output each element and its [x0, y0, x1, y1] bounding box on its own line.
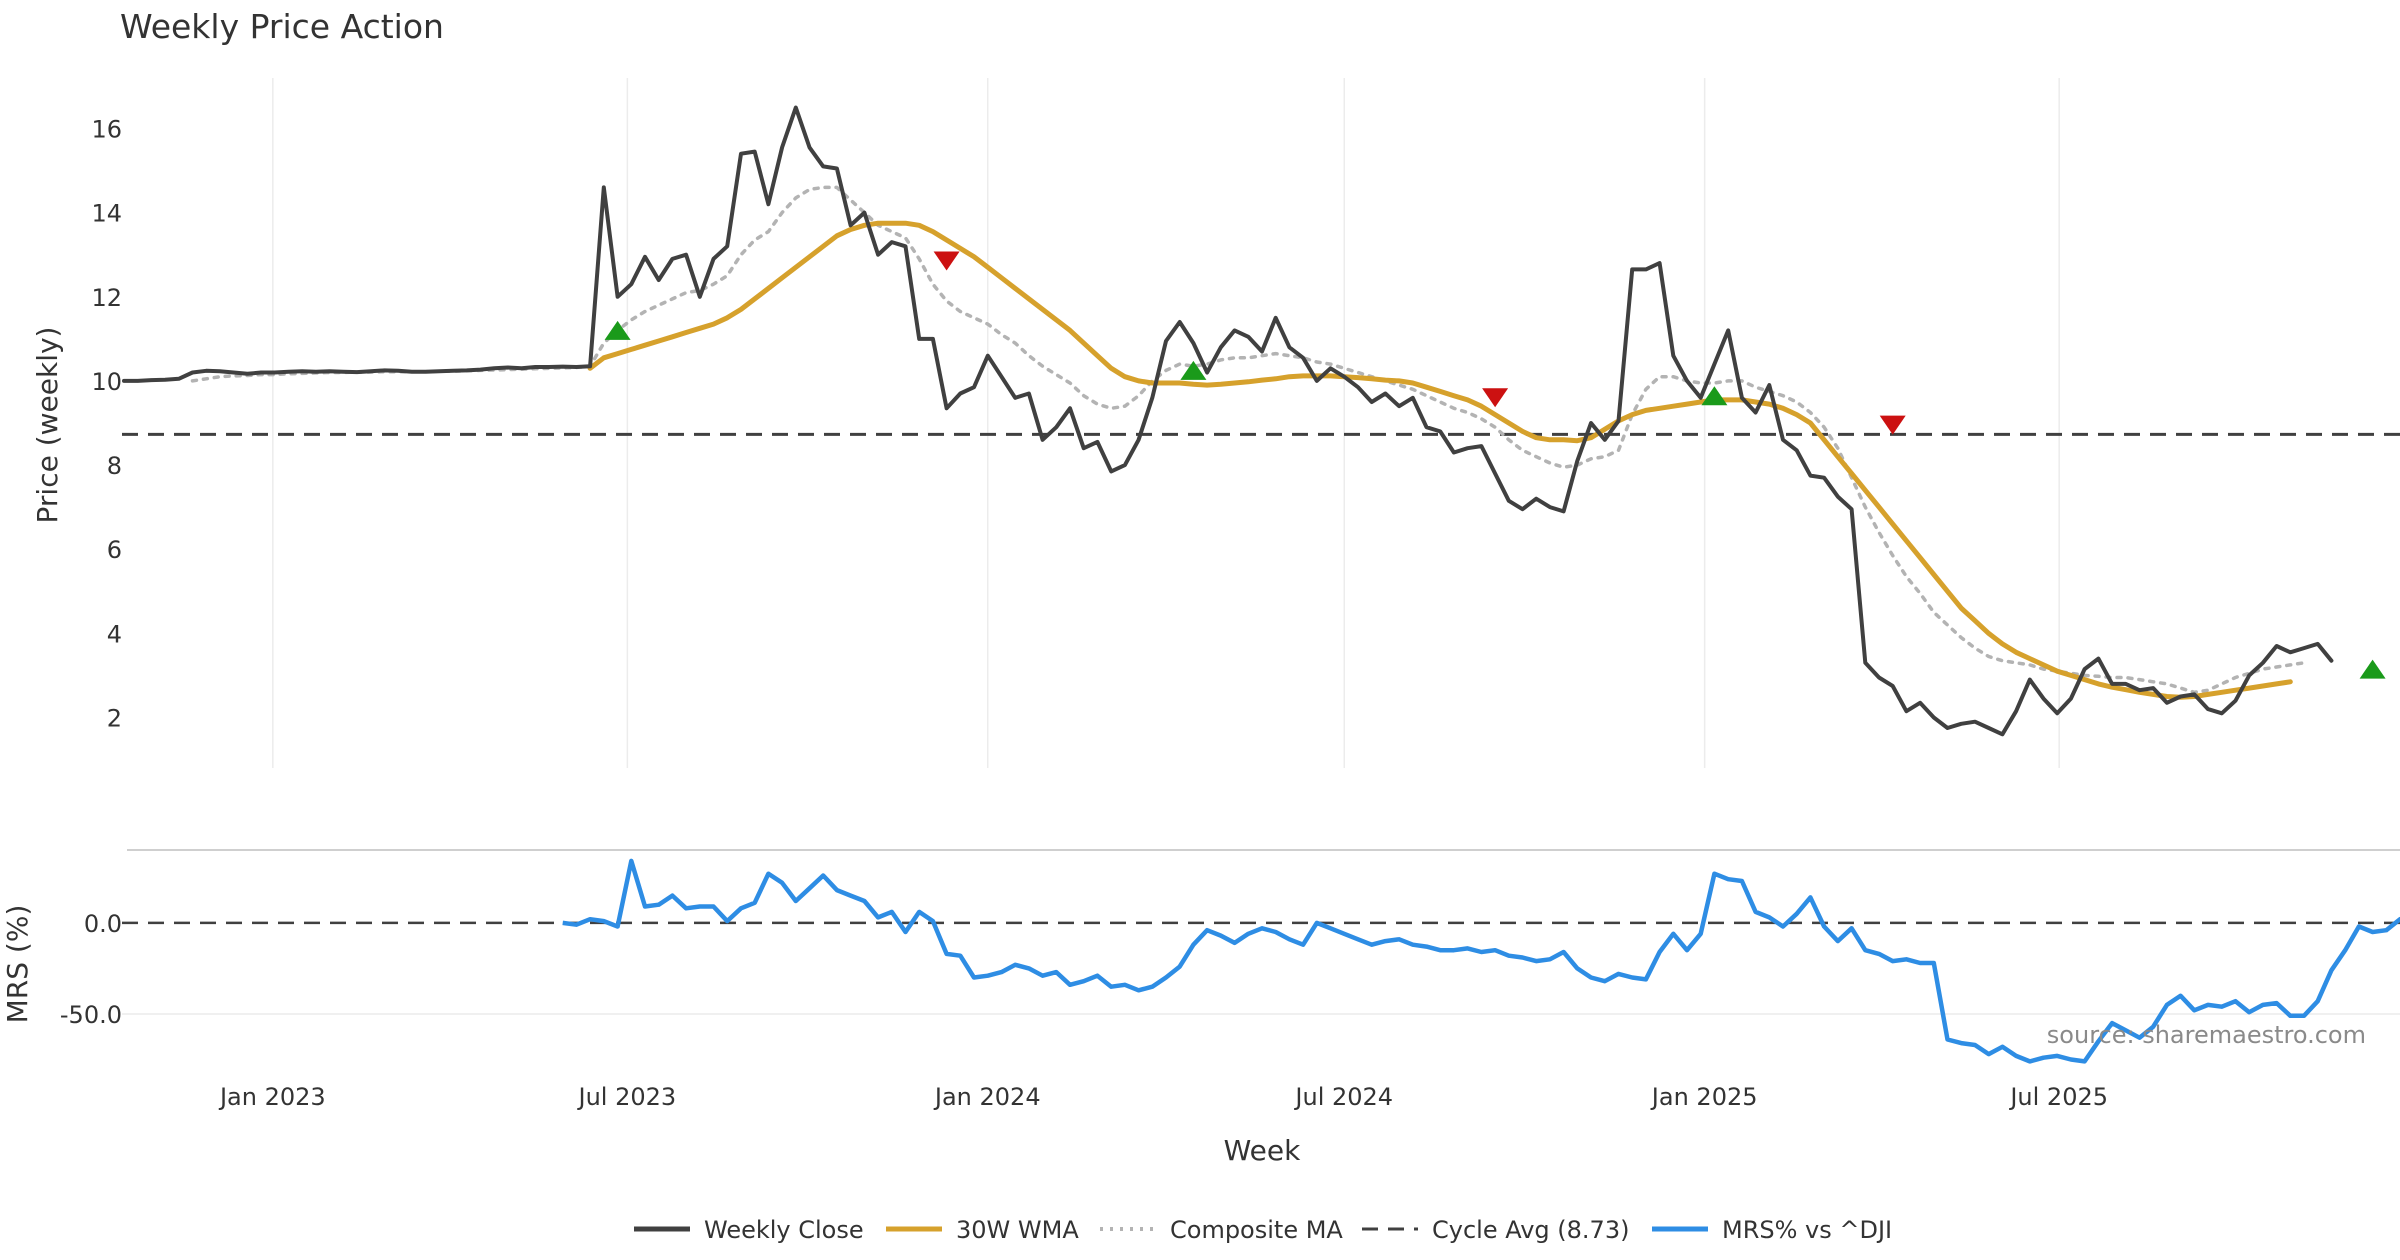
x-tick-label: Jan 2024 [933, 1083, 1041, 1111]
x-tick-label: Jul 2024 [1293, 1083, 1393, 1111]
buy-signal-marker [604, 320, 631, 340]
mrs-y-ticks: 0.0 -50.0 [60, 910, 122, 1029]
x-tick-label: Jul 2023 [577, 1083, 677, 1111]
price-y-tick-label: 16 [91, 115, 122, 143]
buy-signal-marker [2359, 659, 2386, 679]
legend-label: MRS% vs ^DJI [1722, 1216, 1892, 1244]
legend-label: 30W WMA [956, 1216, 1079, 1244]
mrs-panel [122, 858, 2400, 1064]
chart-title: Weekly Price Action [120, 7, 444, 46]
price-y-axis-label: Price (weekly) [31, 327, 64, 524]
price-y-tick-label: 10 [91, 368, 122, 396]
x-axis-label: Week [1224, 1134, 1301, 1167]
sell-signal-marker [1879, 415, 1906, 435]
mrs-panel-grid [122, 849, 2400, 1015]
price-panel [122, 105, 2400, 737]
x-tick-label: Jul 2025 [2008, 1083, 2108, 1111]
x-ticks: Jan 2023 Jul 2023 Jan 2024 Jul 2024 Jan 2025… [218, 1083, 2108, 1111]
price-panel-grid [272, 78, 2060, 768]
price-y-tick-label: 4 [107, 620, 122, 648]
legend-label: Composite MA [1170, 1216, 1343, 1244]
price-y-tick-label: 14 [91, 200, 122, 228]
buy-signal-marker [1701, 386, 1728, 406]
legend: Weekly Close 30W WMA Composite MA Cycle Avg… [634, 1216, 1892, 1244]
price-y-ticks: 2 4 6 8 10 12 14 16 [91, 115, 122, 732]
buy-signal-marker [1180, 360, 1207, 380]
series-line-30w-wma [587, 220, 2293, 700]
series-line-weekly-close [122, 105, 2334, 737]
sell-signal-marker [933, 251, 960, 271]
source-note: source: sharemaestro.com [2047, 1021, 2366, 1049]
price-y-tick-label: 12 [91, 284, 122, 312]
series-line-mrs-vs-dji [562, 858, 2400, 1064]
legend-label: Cycle Avg (8.73) [1432, 1216, 1629, 1244]
x-tick-label: Jan 2025 [1650, 1083, 1758, 1111]
mrs-y-tick-label: -50.0 [60, 1001, 122, 1029]
price-y-tick-label: 2 [107, 705, 122, 733]
price-y-tick-label: 8 [107, 452, 122, 480]
legend-label: Weekly Close [704, 1216, 864, 1244]
mrs-y-tick-label: 0.0 [84, 910, 122, 938]
price-y-tick-label: 6 [107, 536, 122, 564]
sell-signal-marker [1482, 388, 1509, 408]
x-tick-label: Jan 2023 [218, 1083, 326, 1111]
series-line-composite-ma [190, 185, 2306, 695]
mrs-y-axis-label: MRS (%) [1, 905, 34, 1024]
